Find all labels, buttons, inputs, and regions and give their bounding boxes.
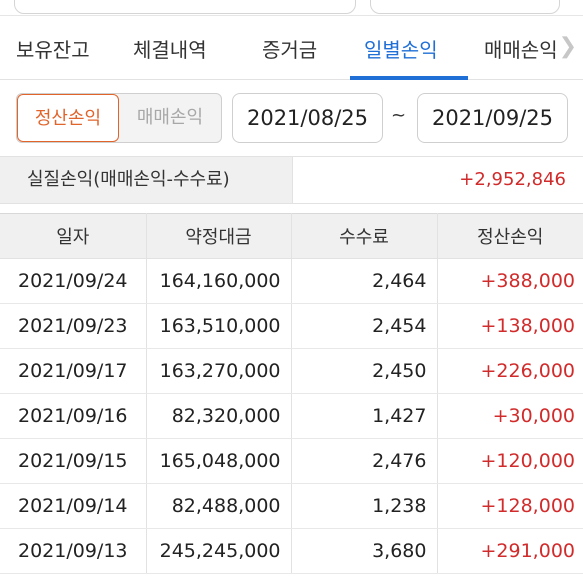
cell-fee: 1,427 [290, 393, 438, 439]
cell-date: 2021/09/16 [0, 393, 147, 439]
cell-contract-amount: 163,270,000 [145, 348, 292, 394]
top-strip [0, 0, 583, 16]
cell-fee: 1,238 [290, 483, 438, 529]
cell-contract-amount: 82,320,000 [145, 393, 292, 439]
cell-fee: 2,476 [290, 438, 438, 484]
header-contract-amount: 약정대금 [145, 213, 292, 259]
tab-executions[interactable]: 체결내역 [133, 38, 207, 62]
summary-row: 실질손익(매매손익-수수료) +2,952,846 [0, 156, 583, 204]
cell-fee: 3,680 [290, 528, 438, 574]
cell-contract-amount: 163,510,000 [145, 303, 292, 349]
header-settlement-pl: 정산손익 [436, 213, 583, 259]
table-row[interactable]: 2021/09/16 82,320,000 1,427 +30,000 [0, 393, 583, 439]
cell-date: 2021/09/14 [0, 483, 147, 529]
header-date: 일자 [0, 213, 147, 259]
account-selector[interactable] [14, 0, 356, 14]
tab-trading-pl[interactable]: 매매손익 [484, 38, 558, 62]
table-row[interactable]: 2021/09/14 82,488,000 1,238 +128,000 [0, 483, 583, 529]
summary-value: +2,952,846 [459, 169, 566, 190]
table-row[interactable]: 2021/09/15 165,048,000 2,476 +120,000 [0, 438, 583, 484]
start-date-field[interactable]: 2021/08/25 [232, 93, 383, 143]
cell-settlement-pl: +120,000 [436, 438, 583, 484]
tab-holdings[interactable]: 보유잔고 [16, 38, 90, 62]
cell-settlement-pl: +128,000 [436, 483, 583, 529]
cell-date: 2021/09/17 [0, 348, 147, 394]
cell-contract-amount: 245,245,000 [145, 528, 292, 574]
cell-date: 2021/09/23 [0, 303, 147, 349]
tab-bar: 보유잔고 체결내역 증거금 일별손익 매매손익 ❯ [0, 16, 583, 80]
end-date-field[interactable]: 2021/09/25 [417, 93, 568, 143]
cell-date: 2021/09/13 [0, 528, 147, 574]
cell-date: 2021/09/24 [0, 258, 147, 304]
cell-settlement-pl: +138,000 [436, 303, 583, 349]
password-field[interactable] [370, 0, 560, 14]
header-fee: 수수료 [290, 213, 438, 259]
settlement-pl-toggle-button[interactable]: 정산손익 [17, 94, 119, 142]
cell-settlement-pl: +30,000 [436, 393, 583, 439]
summary-label: 실질손익(매매손익-수수료) [0, 157, 293, 203]
cell-contract-amount: 164,160,000 [145, 258, 292, 304]
cell-fee: 2,464 [290, 258, 438, 304]
table-row[interactable]: 2021/09/13 245,245,000 3,680 +291,000 [0, 528, 583, 574]
table-row[interactable]: 2021/09/23 163,510,000 2,454 +138,000 [0, 303, 583, 349]
tab-daily-pl[interactable]: 일별손익 [364, 38, 438, 62]
cell-date: 2021/09/15 [0, 438, 147, 484]
cell-contract-amount: 82,488,000 [145, 483, 292, 529]
cell-contract-amount: 165,048,000 [145, 438, 292, 484]
table-row[interactable]: 2021/09/24 164,160,000 2,464 +388,000 [0, 258, 583, 304]
table-row[interactable]: 2021/09/17 163,270,000 2,450 +226,000 [0, 348, 583, 394]
chevron-right-icon[interactable]: ❯ [558, 34, 577, 59]
cell-fee: 2,454 [290, 303, 438, 349]
cell-settlement-pl: +291,000 [436, 528, 583, 574]
date-range-separator: ~ [391, 105, 407, 126]
daily-pl-table: 일자 약정대금 수수료 정산손익 2021/09/24 164,160,000 … [0, 213, 583, 574]
trading-pl-toggle-button[interactable]: 매매손익 [136, 107, 204, 128]
active-tab-indicator [350, 76, 468, 80]
cell-settlement-pl: +388,000 [436, 258, 583, 304]
table-header-row: 일자 약정대금 수수료 정산손익 [0, 213, 583, 259]
pl-type-toggle: 매매손익 정산손익 [16, 93, 222, 143]
divider [0, 15, 583, 16]
tab-margin[interactable]: 증거금 [262, 38, 318, 62]
cell-settlement-pl: +226,000 [436, 348, 583, 394]
cell-fee: 2,450 [290, 348, 438, 394]
